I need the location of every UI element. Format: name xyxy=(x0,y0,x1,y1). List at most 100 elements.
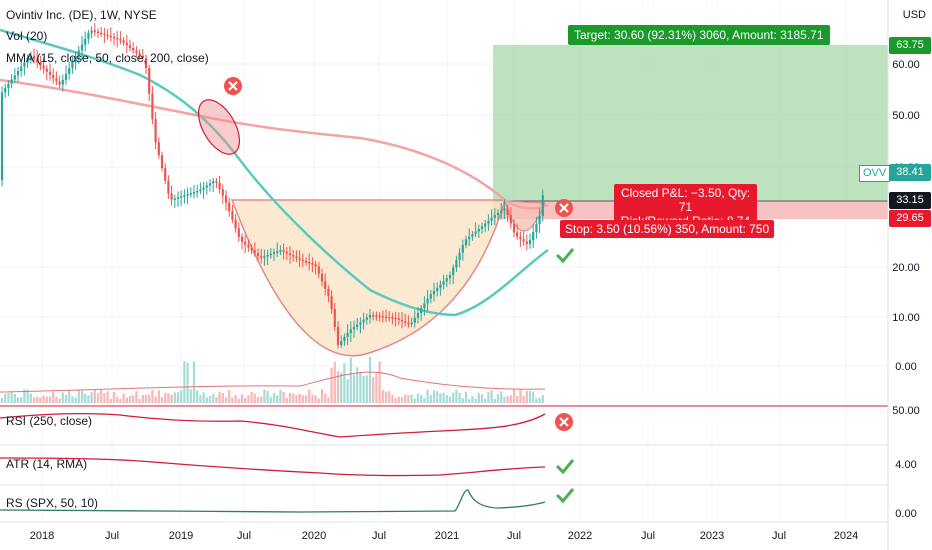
x-tick-label: Jul xyxy=(641,530,655,542)
x-tick-label: 2020 xyxy=(302,530,326,542)
candle-body xyxy=(263,256,266,258)
cup-pattern[interactable] xyxy=(230,199,507,357)
volume-bar xyxy=(509,395,512,403)
volume-bar xyxy=(516,395,519,403)
candle-body xyxy=(32,55,36,59)
volume-bar xyxy=(68,390,71,403)
checkmark-icon xyxy=(555,248,575,264)
candle-body xyxy=(74,56,77,63)
volume-bar xyxy=(519,389,522,403)
target-label[interactable]: Target: 30.60 (92.31%) 3060, Amount: 318… xyxy=(568,25,830,45)
candle-body xyxy=(506,208,509,216)
time-axis[interactable]: 2018 Jul 2019 Jul 2020 Jul 2021 Jul 2022 Jul 2023 J… xyxy=(30,530,858,542)
candle-body xyxy=(215,181,218,183)
rsi-line[interactable] xyxy=(0,412,546,438)
candlesticks[interactable] xyxy=(0,23,544,349)
candle-body xyxy=(84,38,87,45)
candle-body xyxy=(272,252,276,254)
volume-bar xyxy=(397,396,400,403)
close-icon[interactable] xyxy=(224,77,242,95)
candle-body xyxy=(519,236,522,240)
candle-body xyxy=(276,251,279,253)
candle-body xyxy=(314,264,317,267)
atr-line[interactable] xyxy=(0,457,546,477)
candle-body xyxy=(484,223,487,227)
volume-bar xyxy=(45,396,48,403)
ma-50-line[interactable] xyxy=(0,28,549,317)
volume-bar xyxy=(167,393,170,403)
candle-body xyxy=(410,322,413,325)
volume-bar xyxy=(269,396,272,403)
volume-bar xyxy=(199,395,202,403)
candle-body xyxy=(122,40,125,43)
target-zone[interactable] xyxy=(493,45,888,201)
candle-body xyxy=(218,182,221,190)
candle-body xyxy=(87,32,90,39)
volume-bar xyxy=(61,392,64,403)
volume-bar xyxy=(212,393,215,403)
candle-body xyxy=(442,281,445,285)
candle-body xyxy=(269,253,272,256)
candle-body xyxy=(279,250,282,252)
volume-bar xyxy=(279,389,282,403)
close-icon[interactable] xyxy=(555,199,573,217)
volume-bar xyxy=(356,367,359,403)
volume-bar xyxy=(144,394,148,403)
currency-label: USD xyxy=(902,9,926,21)
candle-body xyxy=(455,260,458,268)
crossover-marker[interactable] xyxy=(190,93,248,161)
candle-body xyxy=(128,45,132,48)
candle-body xyxy=(26,58,29,63)
volume-bar xyxy=(244,397,247,403)
x-tick-label: Jul xyxy=(105,530,119,542)
volume-bar xyxy=(266,390,269,403)
stop-label[interactable]: Stop: 3.50 (10.56%) 350, Amount: 750 xyxy=(560,220,775,238)
volume-bar xyxy=(135,391,138,403)
candle-body xyxy=(61,79,64,85)
candle-body xyxy=(285,251,288,254)
volume-bar xyxy=(304,395,308,403)
volume-bar xyxy=(461,398,464,403)
candle-body xyxy=(148,68,151,94)
volume-bar xyxy=(388,391,391,403)
x-tick-label: Jul xyxy=(772,530,786,542)
volume-bar xyxy=(413,398,416,403)
candle-body xyxy=(528,240,532,245)
candle-body xyxy=(260,256,263,258)
volume-legend[interactable]: Vol (20) xyxy=(6,29,48,43)
rs-legend[interactable]: RS (SPX, 50, 10) xyxy=(6,496,99,510)
price-axis[interactable]: 60.0050.0040.0020.0010.000.0050.004.000.… xyxy=(892,59,920,520)
candle-body xyxy=(448,275,452,279)
volume-bar xyxy=(368,356,372,403)
candle-body xyxy=(189,193,192,195)
candle-body xyxy=(202,187,205,190)
volume-bar xyxy=(276,395,279,403)
candle-body xyxy=(212,181,215,184)
volume-bar xyxy=(0,397,4,403)
volume-bar xyxy=(160,397,164,403)
atr-legend[interactable]: ATR (14, RMA) xyxy=(6,457,88,471)
volume-bar xyxy=(474,398,477,403)
ma-200-line[interactable] xyxy=(0,78,549,210)
candle-body xyxy=(141,55,144,59)
volume-bars xyxy=(0,356,546,403)
rs-line[interactable] xyxy=(0,489,546,513)
volume-bar xyxy=(151,389,154,403)
volume-bar xyxy=(84,393,87,403)
close-icon[interactable] xyxy=(555,413,573,431)
candle-body xyxy=(372,315,375,317)
candle-body xyxy=(407,322,410,325)
entry-price-tag: 33.15 xyxy=(889,192,931,209)
volume-bar xyxy=(375,373,378,403)
volume-bar xyxy=(154,396,157,403)
candle-body xyxy=(304,260,308,263)
candle-body xyxy=(48,71,52,75)
volume-bar xyxy=(176,392,180,403)
candle-body xyxy=(352,327,356,330)
rsi-legend[interactable]: RSI (250, close) xyxy=(6,414,93,428)
volume-bar xyxy=(346,379,349,403)
volume-bar xyxy=(205,397,208,403)
candle-body xyxy=(138,53,141,56)
ma-legend[interactable]: MMA (15, close, 50, close, 200, close) xyxy=(6,51,209,65)
